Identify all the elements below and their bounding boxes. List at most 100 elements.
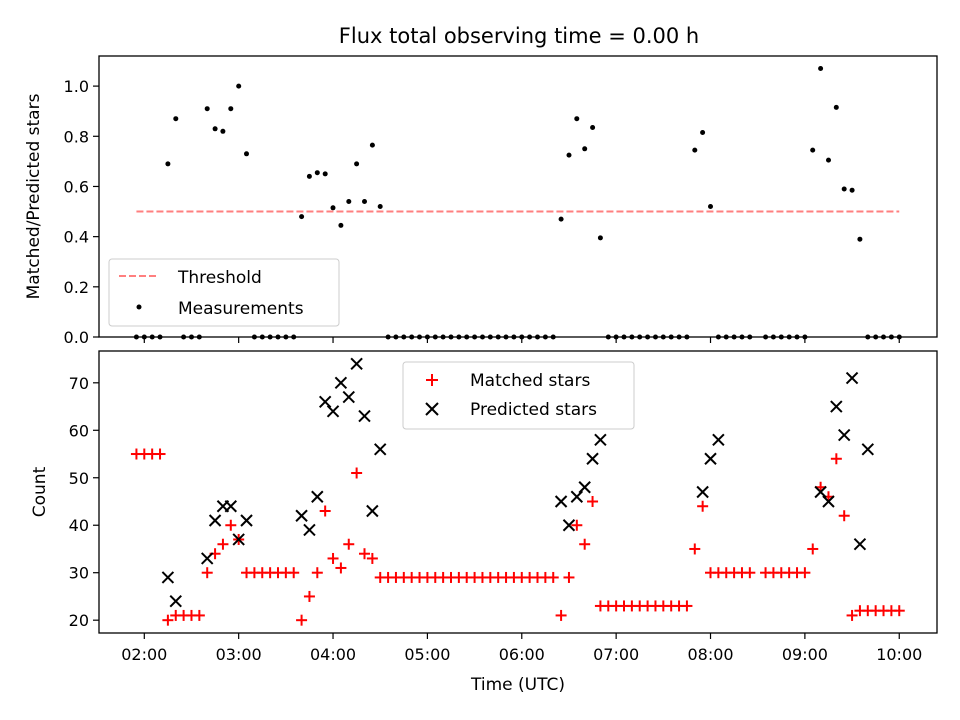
predicted-star-point (696, 485, 709, 499)
matched-star-point (838, 510, 850, 522)
measurement-point (346, 199, 352, 204)
measurement-point (212, 126, 218, 132)
predicted-star-point (232, 533, 245, 546)
matched-star-point (846, 609, 858, 621)
matched-star-point (217, 538, 229, 550)
matched-star-point (201, 567, 213, 579)
top-y-tick-label: 0.2 (64, 278, 89, 297)
measurement-point (590, 125, 596, 130)
matched-star-point (162, 614, 174, 626)
predicted-star-point (295, 509, 308, 522)
matched-star-point (689, 543, 701, 555)
bottom-y-tick-label: 20 (69, 611, 89, 630)
legend-matched-label: Matched stars (470, 371, 590, 391)
matched-star-point (807, 543, 819, 555)
bottom-axes-frame (98, 350, 938, 634)
top-y-tick-label: 0.4 (64, 228, 89, 247)
matched-star-point (351, 467, 363, 479)
matched-star-point (358, 548, 370, 560)
measurement-point (818, 66, 824, 71)
measurement-point (165, 161, 171, 167)
x-tick-label: 10:00 (876, 645, 922, 664)
bottom-panel-counts: 20 30 40 50 60 70 02:00 03:00 04:00 05:00 06:00 07… (30, 350, 938, 695)
measurement-point (833, 104, 839, 110)
top-legend: Threshold Measurements (108, 258, 340, 327)
predicted-star-point (208, 514, 222, 527)
measurement-point (369, 142, 375, 148)
legend-threshold-label: Threshold (177, 268, 262, 288)
measurement-point (857, 236, 863, 242)
measurement-point (338, 222, 344, 228)
x-tick-label: 08:00 (687, 645, 733, 664)
matched-star-point (154, 448, 166, 460)
legend-matched-swatch (426, 374, 438, 386)
measurement-point (220, 128, 226, 134)
bottom-y-tick-label: 60 (69, 421, 89, 440)
predicted-star-point (169, 594, 182, 608)
measurement-point (810, 147, 816, 153)
predicted-star-point (342, 390, 355, 404)
matched-star-point (744, 567, 756, 579)
predicted-star-point (366, 504, 379, 518)
predicted-star-point (326, 405, 340, 418)
matched-star-point (311, 567, 323, 579)
matched-star-point (327, 552, 339, 564)
top-legend-box (108, 258, 340, 327)
legend-predicted-swatch (425, 402, 439, 416)
top-y-axis-label: Matched/Predicted stars (24, 93, 44, 299)
legend-measurements-label: Measurements (178, 299, 304, 319)
predicted-star-point (350, 357, 363, 371)
predicted-star-point (334, 376, 348, 390)
matched-star-point (681, 600, 693, 612)
measurement-point (314, 170, 320, 176)
matched-star-point (288, 567, 300, 579)
legend-measurements-swatch (136, 304, 142, 310)
predicted-star-point (570, 490, 584, 503)
measurement-point (322, 171, 328, 177)
measurement-point (354, 161, 360, 167)
matched-star-point (893, 605, 905, 617)
bottom-y-tick-label: 30 (69, 564, 89, 583)
matched-star-point (830, 453, 842, 465)
predicted-star-point (303, 523, 316, 537)
measurement-point (826, 157, 831, 163)
measurement-point (299, 214, 305, 220)
x-tick-label: 07:00 (593, 645, 639, 664)
measurement-point (597, 235, 603, 241)
measurement-point (228, 106, 234, 112)
measurement-point (582, 146, 588, 152)
predicted-star-point (586, 452, 599, 465)
matched-star-point (555, 609, 567, 621)
measurement-point (692, 147, 698, 153)
x-tick-label: 09:00 (782, 645, 828, 664)
predicted-star-point (594, 433, 607, 446)
predicted-star-point (830, 400, 843, 413)
measurement-point (566, 152, 572, 158)
predicted-star-point (554, 495, 568, 508)
matched-star-point (225, 519, 237, 531)
matched-star-point (587, 495, 599, 507)
measurement-point (700, 130, 706, 135)
measurement-point (236, 83, 242, 89)
matched-star-point (563, 571, 575, 583)
matched-star-point (343, 538, 355, 550)
predicted-star-point (814, 485, 827, 499)
matched-star-point (319, 505, 331, 517)
predicted-star-point (318, 395, 332, 409)
predicted-star-point (358, 409, 371, 423)
predicted-star-point (224, 500, 238, 513)
predicted-star-point (201, 552, 214, 565)
measurement-point (377, 204, 383, 209)
predicted-star-point (311, 490, 324, 503)
matched-star-point (547, 571, 559, 583)
chart-title: Flux total observing time = 0.00 h (339, 24, 699, 48)
top-y-tick-label: 0.0 (64, 328, 89, 347)
predicted-star-point (853, 538, 867, 551)
matched-star-point (296, 614, 308, 626)
bottom-y-tick-label: 50 (69, 469, 89, 488)
x-axis-label: Time (UTC) (470, 675, 565, 695)
measurement-point (306, 173, 312, 179)
bottom-y-tick-label: 40 (69, 516, 89, 535)
top-y-tick-label: 0.8 (64, 127, 89, 146)
